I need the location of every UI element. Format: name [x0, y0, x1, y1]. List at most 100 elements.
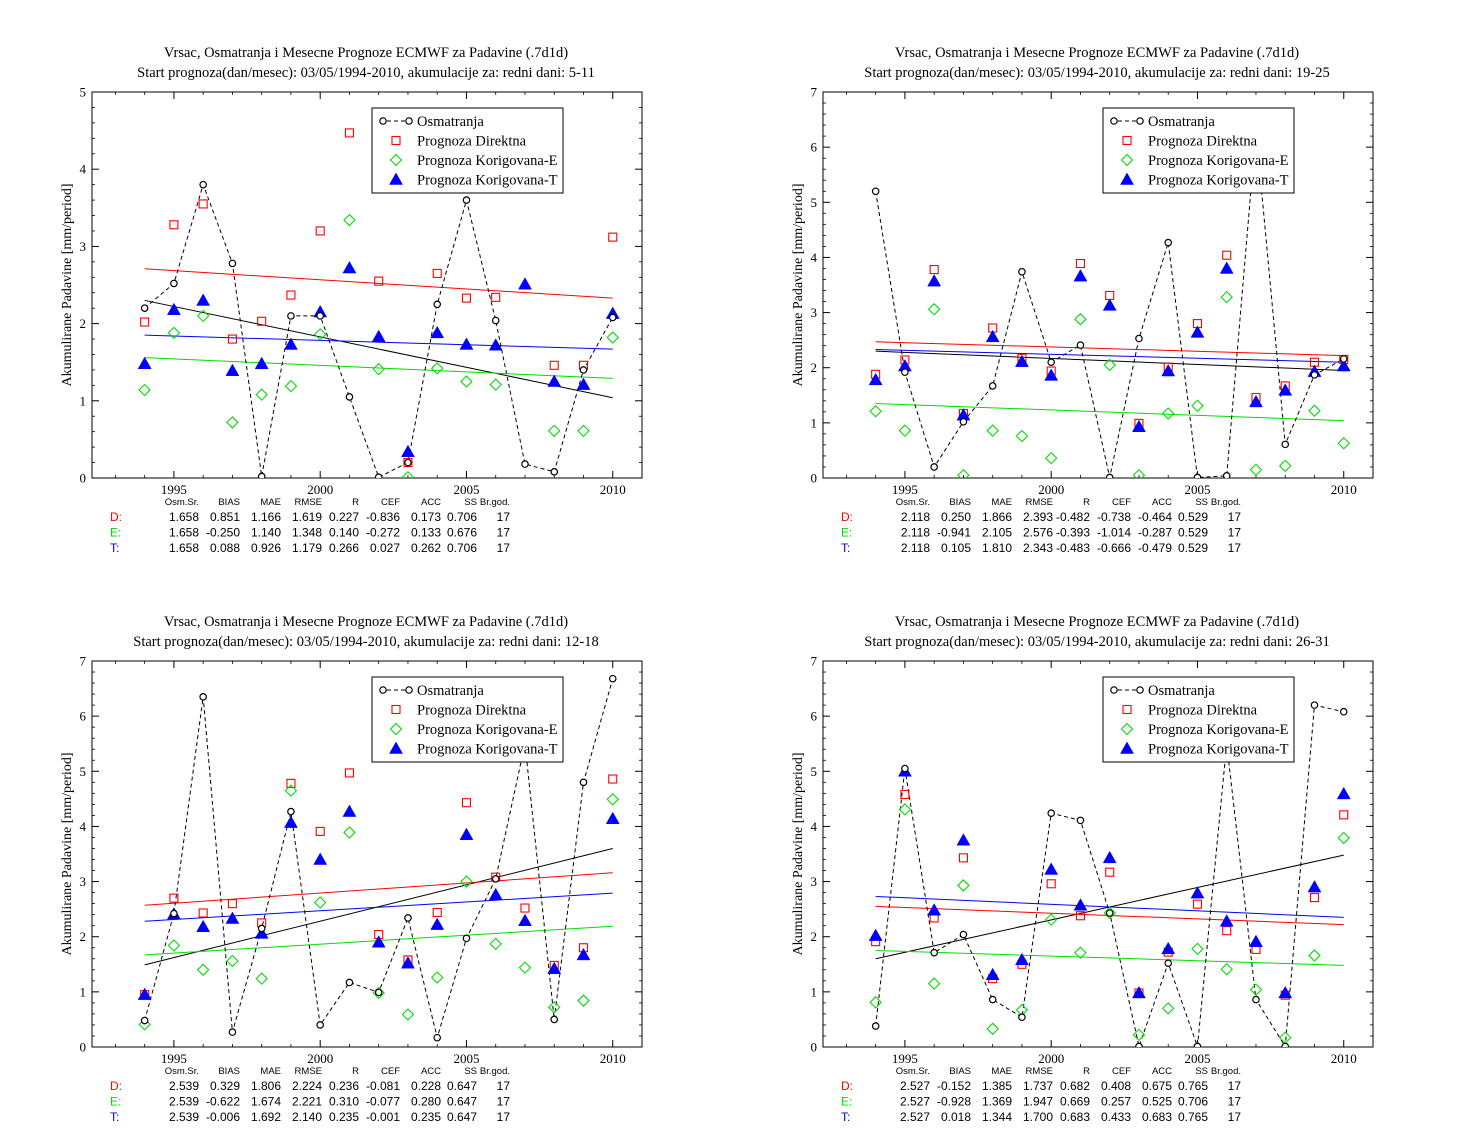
- stats-value: 17: [497, 526, 511, 540]
- y-tick-label: 3: [80, 874, 87, 889]
- point-corrE-1999: [284, 379, 298, 393]
- point-direct-2005: [1192, 899, 1203, 909]
- point-corrE-1995: [898, 803, 912, 816]
- y-tick-label: 3: [80, 239, 87, 254]
- point-obs-1999: [287, 312, 295, 320]
- stats-table: Osm.Sr. BIAS MAE RMSE R CEF ACC SS Br.god. D: 1.65…: [110, 497, 510, 555]
- y-tick-label: 3: [811, 305, 818, 320]
- point-corrE-2002: [372, 362, 385, 376]
- point-corrE-2001: [1074, 312, 1087, 326]
- stats-header: BIAS: [218, 497, 240, 508]
- point-corrT-1998: [254, 356, 269, 369]
- stats-header: SS: [464, 1066, 477, 1077]
- stats-value: 0.236: [329, 1079, 359, 1093]
- chart-title: Vrsac, Osmatranja i Mesecne Prognoze ECM…: [895, 614, 1299, 630]
- point-corrT-2003: [401, 956, 415, 969]
- x-tick-label: 2005: [1184, 482, 1210, 497]
- point-obs-2000: [316, 1021, 324, 1029]
- stats-row-label: E:: [110, 526, 121, 540]
- plot-frame: [822, 660, 1374, 1048]
- y-tick-label: 0: [811, 471, 818, 486]
- legend-entry: Prognoza Korigovana-E: [1148, 722, 1289, 738]
- trend-line-corrE: [875, 950, 1344, 966]
- point-corrT-2005: [459, 827, 474, 840]
- point-corrE-2007: [1249, 983, 1263, 996]
- point-obs-1996: [199, 180, 207, 189]
- stats-value: 2.118: [901, 541, 930, 555]
- point-corrT-2004: [1161, 364, 1176, 377]
- legend-marker-corrE: [389, 153, 403, 167]
- legend-marker-corrT: [1120, 172, 1134, 185]
- y-tick-label: 0: [80, 471, 87, 486]
- legend-marker-obs: [1110, 686, 1118, 694]
- point-corrT-2004: [430, 325, 445, 339]
- point-obs-2004: [433, 300, 442, 309]
- point-corrT-2001: [342, 804, 357, 817]
- point-obs-1998: [257, 924, 266, 933]
- stats-value: -0.928: [937, 1095, 971, 1109]
- x-tick-label: 2000: [1038, 1051, 1064, 1066]
- y-tick-label: 1: [811, 415, 818, 430]
- stats-header: Osm.Sr.: [165, 497, 199, 508]
- point-obs-1995: [901, 764, 909, 773]
- point-direct-1999: [286, 290, 296, 300]
- point-direct-2000: [315, 226, 325, 236]
- stats-header: R: [1083, 497, 1090, 508]
- point-obs-1995: [901, 368, 909, 376]
- point-direct-2010: [608, 774, 618, 784]
- legend-marker-obs: [405, 117, 413, 125]
- stats-row-label: D:: [841, 1079, 853, 1093]
- y-tick-label: 5: [80, 85, 87, 100]
- point-direct-2005: [461, 293, 472, 303]
- point-corrE-2003: [401, 1008, 415, 1021]
- stats-value: 1.140: [251, 526, 281, 540]
- point-corrE-2001: [343, 826, 356, 839]
- chart-subtitle: Start prognoza(dan/mesec): 03/05/1994-20…: [133, 634, 598, 650]
- point-obs-1996: [199, 693, 207, 701]
- stats-header: R: [352, 1066, 359, 1077]
- legend: Osmatranja Prognoza Direktna Prognoza Kori…: [1102, 676, 1295, 763]
- trend-line-corrT: [144, 892, 613, 922]
- point-obs-1996: [930, 463, 938, 471]
- point-corrT-2004: [430, 917, 445, 930]
- point-corrE-1997: [226, 954, 239, 968]
- point-corrE-1998: [986, 1022, 999, 1036]
- stats-value: -0.152: [937, 1079, 971, 1093]
- y-tick-label: 5: [811, 195, 818, 210]
- point-corrT-2010: [605, 811, 620, 824]
- x-tick-label: 2000: [307, 1051, 333, 1066]
- y-tick-label: 5: [811, 764, 818, 779]
- point-obs-1999: [1018, 1013, 1026, 1022]
- stats-value: 0.310: [329, 1095, 359, 1109]
- y-tick-label: 4: [80, 162, 87, 177]
- point-corrT-2002: [371, 935, 386, 948]
- trend-line-corrE: [144, 357, 613, 379]
- stats-header: RMSE: [295, 497, 322, 508]
- stats-value: 0.647: [447, 1110, 477, 1124]
- legend-marker-obs: [1136, 686, 1144, 694]
- point-direct-1999: [286, 778, 296, 788]
- point-corrT-1998: [254, 926, 269, 939]
- stats-value: 2.221: [292, 1095, 322, 1109]
- stats-row-label: E:: [841, 526, 852, 540]
- point-obs-2006: [491, 316, 500, 325]
- stats-value: 17: [497, 541, 511, 555]
- stats-value: 2.527: [900, 1095, 930, 1109]
- stats-value: 2.539: [169, 1110, 199, 1124]
- stats-header: BIAS: [949, 497, 971, 508]
- point-direct-1994: [140, 317, 150, 327]
- plot-frame: [91, 660, 643, 1048]
- point-direct-2008: [549, 360, 559, 370]
- legend-entry: Prognoza Direktna: [1148, 134, 1258, 150]
- stats-value: 2.393: [1023, 510, 1053, 524]
- stats-value: 0.765: [1178, 1110, 1208, 1124]
- stats-value: -0.479: [1138, 541, 1172, 555]
- legend-marker-direct: [391, 135, 401, 146]
- stats-value: 0.105: [941, 541, 971, 555]
- stats-value: 2.576: [1023, 526, 1053, 540]
- point-corrE-2009: [577, 994, 590, 1007]
- stats-table: Osm.Sr. BIAS MAE RMSE R CEF ACC SS Br.god. D: 2.53…: [110, 1066, 510, 1124]
- point-corrE-2006: [489, 937, 503, 951]
- stats-value: 0.027: [370, 541, 400, 555]
- y-tick-label: 3: [811, 874, 818, 889]
